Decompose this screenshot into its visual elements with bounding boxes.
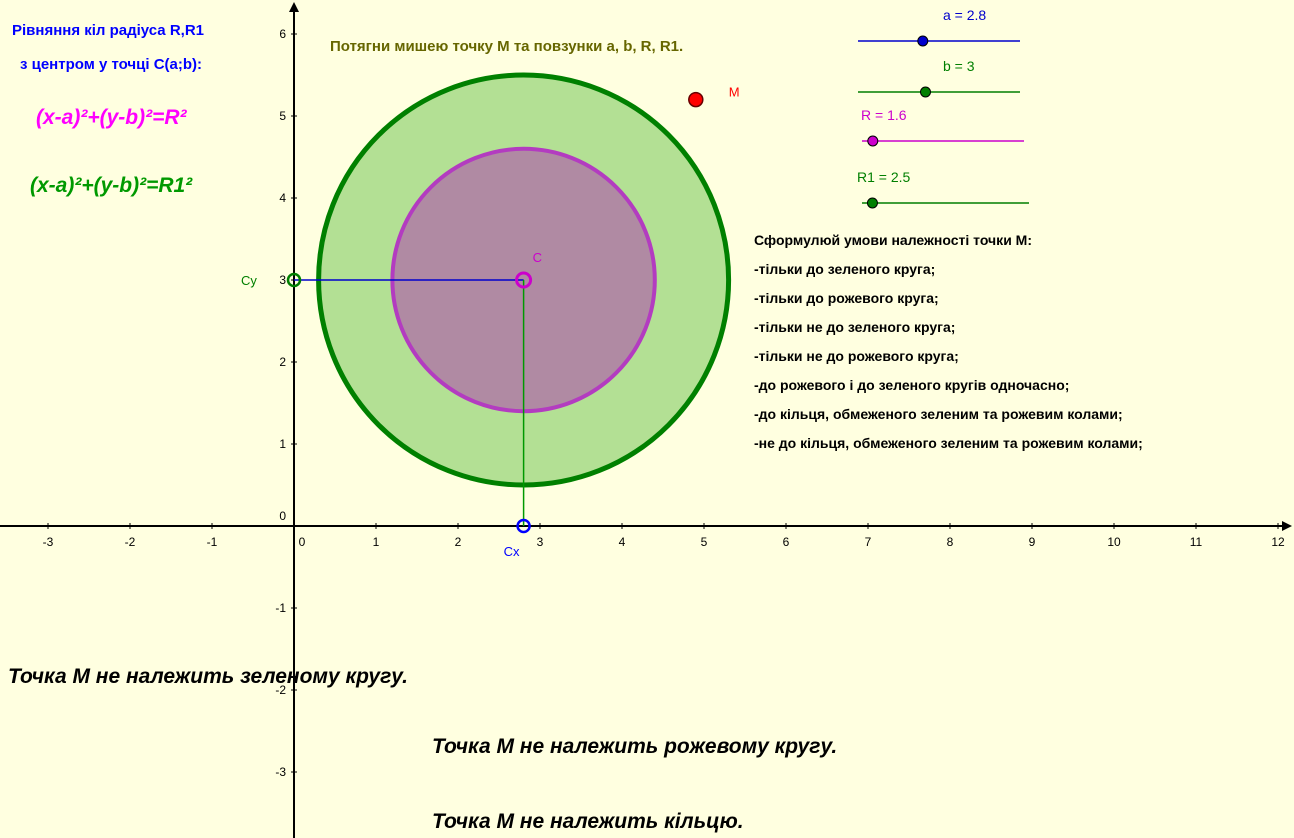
task-item: -не до кільця, обмеженого зеленим та рож… bbox=[754, 435, 1143, 451]
y-tick-label: 1 bbox=[279, 437, 286, 451]
task-item: -тільки до зеленого круга; bbox=[754, 261, 936, 277]
equations-title-line1: Рівняння кіл радіуса R,R1 bbox=[12, 22, 204, 39]
slider-r1-knob[interactable] bbox=[866, 197, 878, 209]
slider-b[interactable]: b = 3 bbox=[858, 58, 1020, 98]
task-item: -тільки не до зеленого круга; bbox=[754, 319, 956, 335]
x-tick-label: 2 bbox=[455, 535, 462, 549]
x-tick-label: 1 bbox=[373, 535, 380, 549]
status-pink-circle: Точка М не належить рожевому кругу. bbox=[432, 735, 838, 758]
y-tick-label: -1 bbox=[275, 601, 286, 615]
x-tick-label: 9 bbox=[1029, 535, 1036, 549]
point-cy[interactable] bbox=[286, 272, 302, 288]
point-c[interactable] bbox=[515, 271, 533, 289]
y-tick-label: -2 bbox=[275, 683, 286, 697]
x-tick-label: 12 bbox=[1271, 535, 1285, 549]
y-axis-arrow bbox=[289, 2, 299, 12]
x-tick-label: 8 bbox=[947, 535, 954, 549]
x-tick-label: -2 bbox=[125, 535, 136, 549]
point-cx[interactable] bbox=[516, 518, 531, 534]
equations-title-line2: з центром у точці С(а;b): bbox=[20, 56, 203, 73]
x-tick-label: 6 bbox=[783, 535, 790, 549]
point-m[interactable] bbox=[688, 91, 704, 108]
task-item: -тільки не до рожевого круга; bbox=[754, 348, 959, 364]
task-title: Сформулюй умови належності точки М: bbox=[754, 232, 1033, 248]
y-tick-label: 2 bbox=[279, 355, 286, 369]
equation-pink-circle: (x-a)²+(y-b)²=R² bbox=[36, 106, 187, 129]
x-tick-label: 0 bbox=[299, 535, 306, 549]
point-cx-label: Cx bbox=[504, 544, 520, 559]
x-tick-label: -1 bbox=[207, 535, 218, 549]
points[interactable]: M C Cx Cy bbox=[241, 85, 740, 559]
task-item: -до кільця, обмеженого зеленим та рожеви… bbox=[754, 406, 1123, 422]
x-axis-arrow bbox=[1282, 521, 1292, 531]
slider-r-knob[interactable] bbox=[867, 135, 879, 147]
status-ring: Точка М не належить кільцю. bbox=[432, 810, 744, 833]
slider-r1-label: R1 = 2.5 bbox=[857, 169, 911, 185]
x-tick-label: 3 bbox=[537, 535, 544, 549]
x-tick-label: 7 bbox=[865, 535, 872, 549]
status-green-circle: Точка М не належить зеленому кругу. bbox=[8, 665, 408, 688]
x-tick-label: -3 bbox=[43, 535, 54, 549]
point-c-label: C bbox=[533, 250, 542, 265]
x-tick-label: 10 bbox=[1107, 535, 1121, 549]
slider-r1[interactable]: R1 = 2.5 bbox=[857, 169, 1029, 209]
slider-r[interactable]: R = 1.6 bbox=[861, 107, 1024, 147]
slider-b-label: b = 3 bbox=[943, 58, 975, 74]
equation-green-circle: (x-a)²+(y-b)²=R1² bbox=[30, 174, 193, 197]
y-tick-label: 4 bbox=[279, 191, 286, 205]
slider-a-knob[interactable] bbox=[917, 35, 929, 47]
task-item: -тільки до рожевого круга; bbox=[754, 290, 939, 306]
x-tick-label: 11 bbox=[1190, 535, 1203, 549]
instruction-text: Потягни мишею точку М та повзунки а, b, … bbox=[330, 38, 684, 55]
y-tick-label: -3 bbox=[275, 765, 286, 779]
slider-a-label: a = 2.8 bbox=[943, 7, 986, 23]
point-cy-label: Cy bbox=[241, 273, 257, 288]
point-m-label: M bbox=[729, 85, 740, 100]
y-tick-label: 3 bbox=[279, 273, 286, 287]
slider-a[interactable]: a = 2.8 bbox=[858, 7, 1020, 47]
y-tick-label: 5 bbox=[279, 109, 286, 123]
task-block: Сформулюй умови належності точки М: -тіл… bbox=[754, 228, 1143, 460]
slider-b-knob[interactable] bbox=[920, 86, 931, 98]
slider-r-label: R = 1.6 bbox=[861, 107, 907, 123]
y-tick-label: 6 bbox=[279, 27, 286, 41]
sliders[interactable]: a = 2.8 b = 3 R = 1.6 R1 = 2.5 bbox=[857, 7, 1029, 209]
projection-lines bbox=[294, 279, 525, 526]
x-tick-label: 5 bbox=[701, 535, 708, 549]
task-item: -до рожевого і до зеленого кругів одноча… bbox=[754, 377, 1070, 393]
y-tick-label: 0 bbox=[279, 509, 286, 523]
x-tick-label: 4 bbox=[619, 535, 626, 549]
